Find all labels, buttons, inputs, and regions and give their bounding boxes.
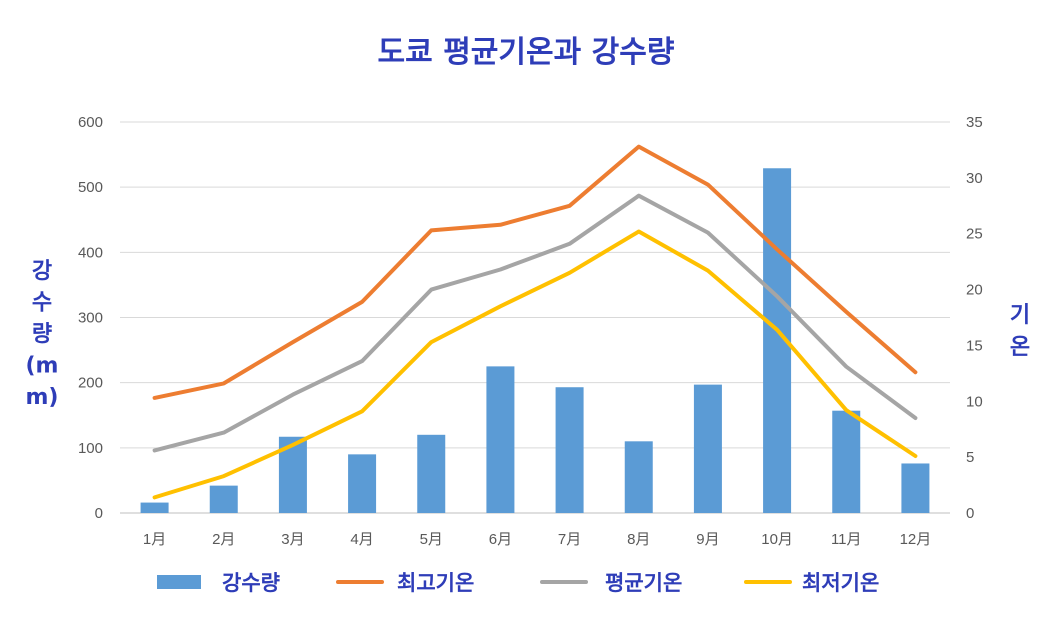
left-tick-label: 400 [78,244,103,261]
legend: 강수량 최고기온 평균기온 최저기온 [157,571,879,595]
gridlines [120,121,950,514]
bar-4 [348,454,377,513]
left-tick-label: 100 [78,440,103,457]
bar-12 [901,463,930,513]
legend-label: 최고기온 [397,571,474,595]
precipitation-bars [140,168,930,514]
x-tick-label: 9月 [696,531,719,548]
bar-9 [693,384,722,513]
left-tick-label: 500 [78,179,103,196]
right-axis-ticks: 0 5 10 15 20 25 30 35 [966,114,983,522]
bar-2 [209,485,238,513]
right-tick-label: 5 [966,449,974,466]
x-tick-label: 10月 [761,531,793,548]
right-axis-label-line: 온 [1010,335,1030,360]
left-tick-label: 300 [78,310,103,327]
left-tick-label: 600 [78,114,103,131]
bar-6 [486,366,515,513]
chart-title: 도쿄 평균기온과 강수량 [378,35,675,70]
right-axis-label-line: 기 [1010,303,1030,328]
series-line-1 [152,144,918,400]
legend-label: 평균기온 [605,571,682,595]
x-tick-label: 1月 [143,531,166,548]
temperature-lines [152,144,918,500]
left-tick-label: 200 [78,375,103,392]
x-axis-ticks: 1月 2月 3月 4月 5月 6月 7月 8月 9月 10月 11月 12月 [143,531,931,548]
x-tick-label: 8月 [627,531,650,548]
right-tick-label: 15 [966,337,983,354]
x-tick-label: 12月 [900,531,932,548]
legend-label: 최저기온 [802,571,879,595]
right-tick-label: 0 [966,505,974,522]
right-tick-label: 10 [966,393,983,410]
x-tick-label: 11月 [831,531,862,548]
left-axis-ticks: 0 100 200 300 400 500 600 [78,114,103,522]
x-tick-label: 3月 [281,531,304,548]
x-tick-label: 7月 [558,531,581,548]
left-axis-label-line: 수 [32,291,52,316]
series-line-3 [152,229,918,500]
x-tick-label: 2月 [212,531,235,548]
left-axis-label-line: 강 [32,259,52,284]
right-tick-label: 30 [966,170,983,187]
left-tick-label: 0 [95,505,103,522]
bar-5 [417,434,446,513]
x-tick-label: 4月 [350,531,373,548]
right-tick-label: 25 [966,226,983,243]
x-tick-label: 6月 [489,531,512,548]
x-tick-label: 5月 [420,531,443,548]
legend-label: 강수량 [222,571,280,595]
left-axis-label-line: 량 [32,322,52,347]
left-axis-label-line: m) [26,385,59,410]
bar-11 [832,410,861,513]
right-tick-label: 35 [966,114,983,131]
series-line-2 [152,193,918,453]
right-axis-label: 기온 [1010,303,1030,360]
left-axis-label: 강수량 (m m) [26,259,59,410]
bar-8 [624,441,653,513]
bar-1 [140,502,169,513]
legend-swatch-bar [157,575,201,589]
left-axis-label-line: (m [26,354,59,379]
bar-7 [555,387,584,513]
right-tick-label: 20 [966,282,983,299]
